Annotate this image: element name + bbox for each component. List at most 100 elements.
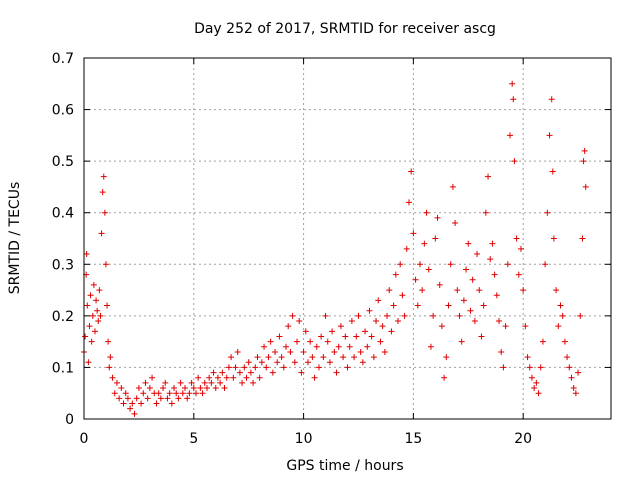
data-point-142 <box>364 343 371 350</box>
data-point-200 <box>491 271 498 278</box>
data-point-53 <box>168 400 175 407</box>
y-tick-label-6: 0.6 <box>52 103 74 119</box>
grid-lines <box>84 58 611 419</box>
data-point-149 <box>379 323 386 330</box>
data-point-81 <box>230 374 237 381</box>
y-tick-label-2: 0.2 <box>52 309 74 325</box>
data-point-23 <box>105 338 112 345</box>
data-point-243 <box>580 158 587 165</box>
data-point-159 <box>401 312 408 319</box>
x-tick-label-2: 10 <box>295 431 313 447</box>
data-point-177 <box>441 374 448 381</box>
data-point-25 <box>107 354 114 361</box>
data-point-79 <box>225 364 232 371</box>
data-point-213 <box>517 245 524 252</box>
data-point-4 <box>84 302 91 309</box>
data-point-74 <box>214 374 221 381</box>
data-point-92 <box>254 354 261 361</box>
data-point-58 <box>179 390 186 397</box>
data-point-29 <box>116 395 123 402</box>
data-point-27 <box>111 390 118 397</box>
data-point-124 <box>324 338 331 345</box>
data-point-118 <box>311 374 318 381</box>
data-point-188 <box>465 240 472 247</box>
data-point-183 <box>454 287 461 294</box>
data-point-42 <box>144 395 151 402</box>
data-point-134 <box>346 343 353 350</box>
data-point-215 <box>522 323 529 330</box>
data-point-174 <box>434 214 441 221</box>
x-tick-label-0: 0 <box>80 431 89 447</box>
data-point-155 <box>392 271 399 278</box>
data-point-115 <box>304 359 311 366</box>
data-point-48 <box>157 395 164 402</box>
y-tick-label-5: 0.5 <box>52 154 74 170</box>
data-point-78 <box>223 374 230 381</box>
data-point-88 <box>245 359 252 366</box>
data-point-114 <box>302 328 309 335</box>
data-point-97 <box>265 354 272 361</box>
data-point-36 <box>131 410 138 417</box>
x-tick-label-1: 5 <box>189 431 198 447</box>
data-point-61 <box>186 390 193 397</box>
data-point-69 <box>203 385 210 392</box>
data-point-120 <box>315 364 322 371</box>
data-point-224 <box>542 261 549 268</box>
data-point-52 <box>166 390 173 397</box>
data-point-85 <box>239 379 246 386</box>
data-point-135 <box>348 318 355 325</box>
data-point-116 <box>307 338 314 345</box>
data-point-71 <box>208 379 215 386</box>
data-point-122 <box>320 354 327 361</box>
data-point-166 <box>416 261 423 268</box>
data-point-214 <box>520 287 527 294</box>
data-point-218 <box>528 374 535 381</box>
data-point-126 <box>329 328 336 335</box>
y-tick-label-3: 0.3 <box>52 257 74 273</box>
data-point-12 <box>93 297 100 304</box>
data-point-33 <box>124 395 131 402</box>
data-point-239 <box>572 390 579 397</box>
data-point-176 <box>438 323 445 330</box>
data-point-55 <box>173 390 180 397</box>
data-point-72 <box>210 369 217 376</box>
data-point-147 <box>375 297 382 304</box>
data-point-121 <box>318 333 325 340</box>
plot-frame <box>83 57 612 420</box>
data-point-153 <box>388 328 395 335</box>
data-point-87 <box>243 374 250 381</box>
y-tick-label-7: 0.7 <box>52 51 74 67</box>
data-point-231 <box>555 323 562 330</box>
data-point-164 <box>412 276 419 283</box>
data-point-102 <box>276 333 283 340</box>
data-point-80 <box>228 354 235 361</box>
data-point-119 <box>313 343 320 350</box>
data-point-89 <box>247 369 254 376</box>
data-point-46 <box>153 400 160 407</box>
data-point-28 <box>113 379 120 386</box>
data-point-70 <box>206 374 213 381</box>
data-point-59 <box>182 385 189 392</box>
data-point-197 <box>485 173 492 180</box>
data-point-113 <box>300 348 307 355</box>
data-point-132 <box>342 333 349 340</box>
data-point-206 <box>504 261 511 268</box>
data-point-199 <box>489 240 496 247</box>
data-point-144 <box>368 333 375 340</box>
data-point-182 <box>452 220 459 227</box>
data-point-83 <box>234 348 241 355</box>
data-point-9 <box>89 312 96 319</box>
data-point-198 <box>487 256 494 263</box>
data-point-136 <box>351 354 358 361</box>
data-point-158 <box>399 292 406 299</box>
data-point-172 <box>430 312 437 319</box>
data-point-242 <box>579 235 586 242</box>
data-point-51 <box>164 395 171 402</box>
data-point-204 <box>500 364 507 371</box>
data-point-141 <box>362 328 369 335</box>
data-point-230 <box>553 287 560 294</box>
data-point-161 <box>405 199 412 206</box>
data-point-14 <box>95 318 102 325</box>
data-point-95 <box>261 343 268 350</box>
data-point-110 <box>293 338 300 345</box>
